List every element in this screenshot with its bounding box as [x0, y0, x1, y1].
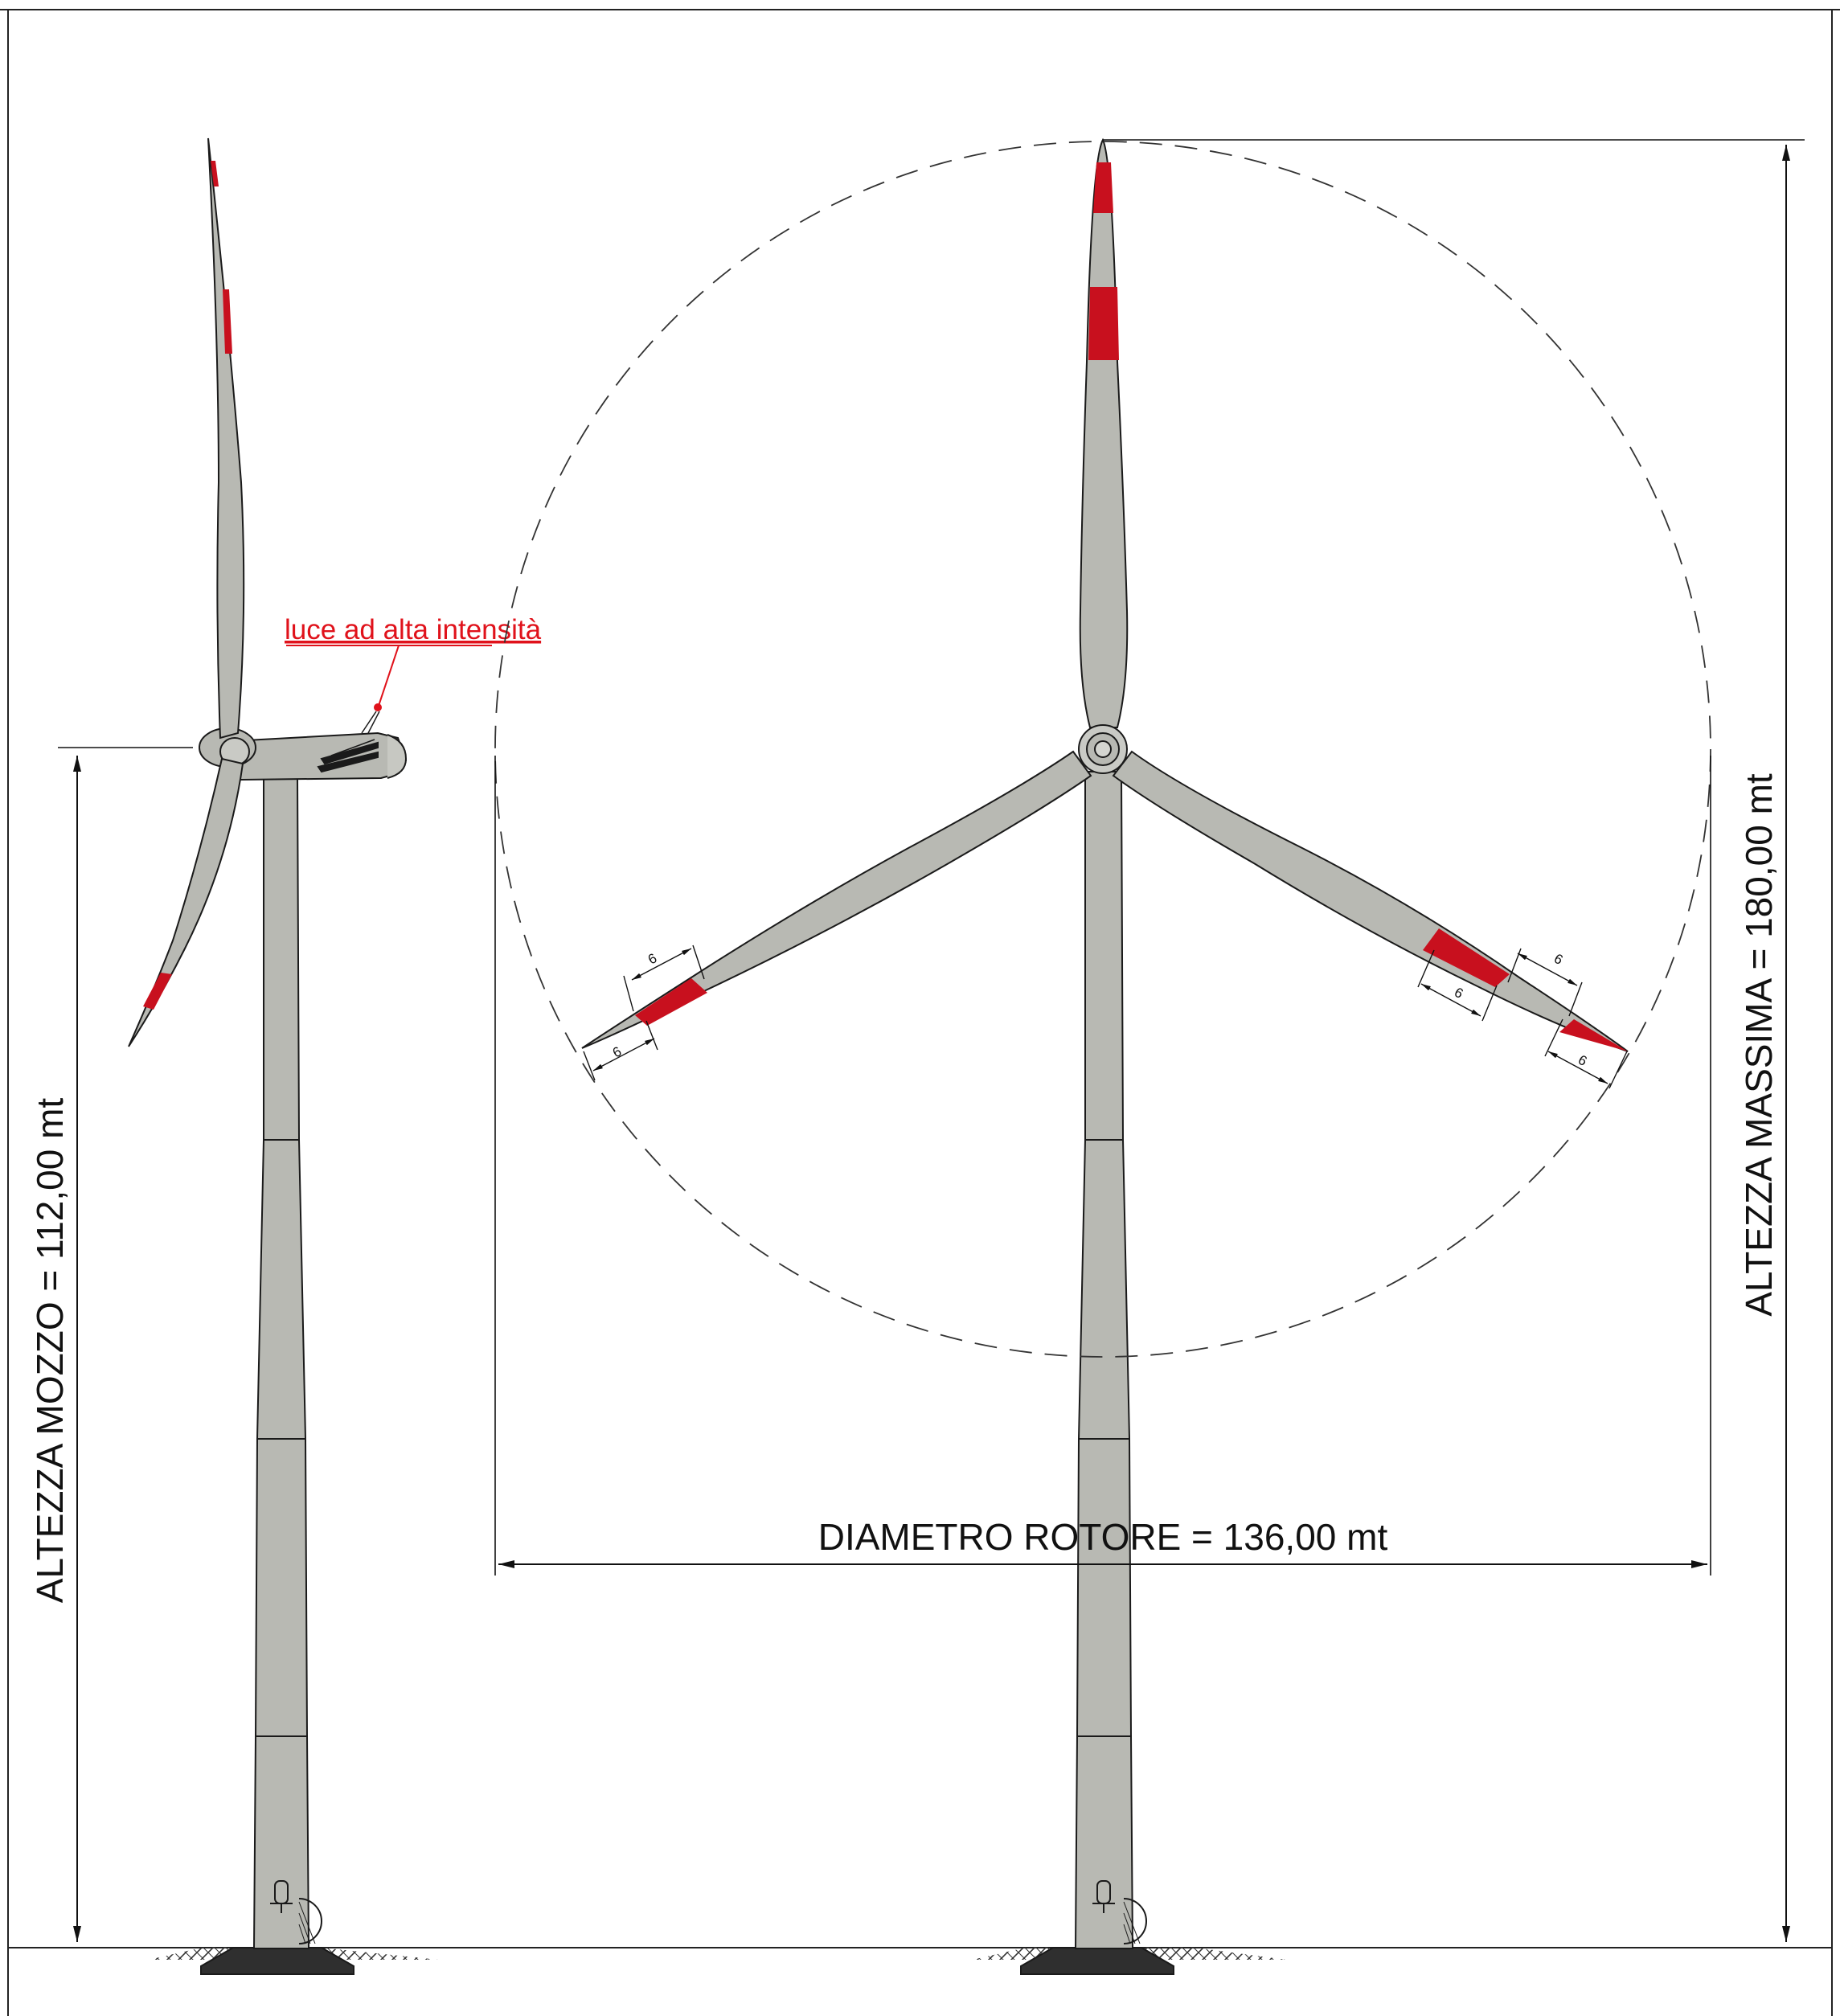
side-lower-blade [128, 757, 244, 1047]
front-tower [1074, 771, 1134, 1949]
front-view-turbine [581, 137, 1629, 1975]
front-hub-icon [1078, 724, 1128, 774]
hub-height-label: ALTEZZA MOZZO = 112,00 mt [29, 1098, 71, 1604]
front-right-blade [1112, 750, 1629, 1052]
rotor-swept-circle [494, 141, 1711, 1358]
side-view-turbine [128, 137, 438, 1975]
rotor-diameter-dimension: DIAMETRO ROTORE = 136,00 mt [494, 756, 1711, 1576]
side-tower-door-icon [270, 1880, 322, 1944]
max-height-dimension: ALTEZZA MASSIMA = 180,00 mt [1103, 139, 1805, 1942]
side-foundation [149, 1947, 438, 1975]
side-nacelle [231, 703, 408, 781]
marking-width-label: 6 [1452, 985, 1465, 1002]
side-upper-blade [207, 137, 245, 740]
marking-width-label: 6 [1551, 951, 1565, 968]
front-tower-door-icon [1092, 1880, 1147, 1944]
marking-width-label: 6 [610, 1043, 624, 1060]
hub-height-dimension: ALTEZZA MOZZO = 112,00 mt [29, 747, 193, 1942]
side-tower [252, 776, 310, 1949]
marking-width-label: 6 [1576, 1052, 1589, 1069]
blade-marking-dimensions [583, 944, 1628, 1089]
front-upper-blade [1079, 137, 1129, 728]
marking-width-label: 6 [645, 950, 659, 967]
max-height-label: ALTEZZA MASSIMA = 180,00 mt [1738, 773, 1780, 1317]
rotor-diameter-label: DIAMETRO ROTORE = 136,00 mt [818, 1516, 1388, 1558]
drawing-frame [0, 9, 1840, 2016]
front-foundation [973, 1947, 1286, 1975]
light-callout-label: luce ad alta intensità [285, 614, 542, 645]
side-hub-icon [199, 727, 256, 768]
front-left-blade [581, 750, 1092, 1049]
light-callout: luce ad alta intensità [285, 614, 542, 707]
